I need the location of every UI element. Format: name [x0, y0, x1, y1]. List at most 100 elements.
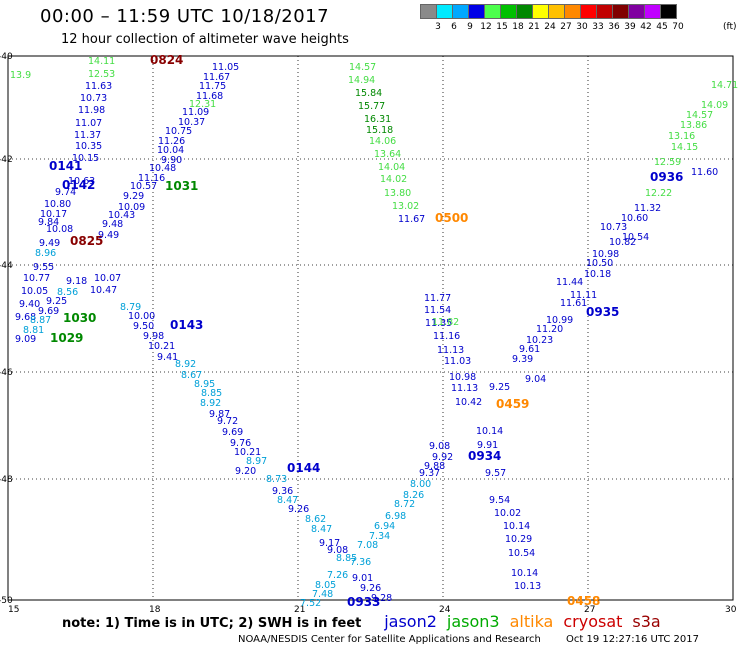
scale-label: 33 [592, 22, 604, 32]
wave-height-value: 9.50 [133, 321, 154, 332]
wave-height-value: 10.54 [622, 232, 649, 243]
wave-height-value: 9.18 [66, 276, 87, 287]
lon-label: 30 [725, 605, 737, 615]
wave-height-value: 8.47 [277, 495, 298, 506]
wave-height-value: 9.74 [55, 187, 76, 198]
track-time-label: 0500 [435, 211, 468, 225]
wave-height-value: 8.26 [403, 490, 424, 501]
wave-height-value: 8.05 [315, 580, 336, 591]
track-time-label: 1030 [63, 311, 96, 325]
wave-height-value: 10.09 [118, 202, 145, 213]
wave-height-value: 8.62 [305, 514, 326, 525]
track-time-label: 0825 [70, 234, 103, 248]
scale-label: 45 [656, 22, 668, 32]
scale-label: 36 [608, 22, 620, 32]
wave-height-value: 10.63 [68, 176, 95, 187]
wave-height-value: 10.82 [609, 237, 636, 248]
wave-height-value: 8.79 [120, 302, 141, 313]
track-time-label: 0824 [150, 53, 183, 67]
wave-height-value: 11.03 [444, 356, 471, 367]
wave-height-value: 15.18 [366, 125, 393, 136]
wave-height-value: 12.53 [88, 69, 115, 80]
wave-height-value: 8.97 [246, 456, 267, 467]
wave-height-value: 11.63 [85, 81, 112, 92]
wave-height-value: 9.54 [489, 495, 510, 506]
wave-height-value: 7.26 [327, 570, 348, 581]
wave-height-value: 9.49 [39, 238, 60, 249]
wave-height-value: 9.48 [102, 219, 123, 230]
wave-height-value: 8.85 [336, 553, 357, 564]
scale-label: 18 [512, 22, 524, 32]
scale-label: 24 [544, 22, 556, 32]
footer: NOAA/NESDIS Center for Satellite Applica… [238, 634, 721, 645]
wave-height-value: 11.61 [560, 298, 587, 309]
wave-height-value: 9.20 [235, 466, 256, 477]
wave-height-value: 9.41 [157, 352, 178, 363]
wave-height-value: 10.37 [178, 117, 205, 128]
lat-label: -48 [0, 475, 13, 485]
wave-height-value: 9.61 [519, 344, 540, 355]
scale-label: 12 [480, 22, 492, 32]
wave-height-value: 10.21 [234, 447, 261, 458]
wave-height-value: 11.11 [570, 290, 597, 301]
wave-height-value: 10.14 [476, 426, 503, 437]
scale-label: 70 [672, 22, 684, 32]
wave-height-value: 11.05 [212, 62, 239, 73]
wave-height-value: 10.29 [505, 534, 532, 545]
wave-height-value: 9.26 [288, 504, 309, 515]
track-time-label: 1031 [165, 179, 198, 193]
legend-s3a: s3a [632, 612, 661, 631]
wave-height-value: 10.54 [508, 548, 535, 559]
wave-height-value: 6.94 [374, 521, 395, 532]
scale-label: 6 [451, 22, 457, 32]
wave-height-value: 16.31 [364, 114, 391, 125]
wave-height-value: 14.06 [369, 136, 396, 147]
wave-height-value: 15.84 [355, 88, 382, 99]
track-time-label: 0143 [170, 318, 203, 332]
wave-height-value: 10.99 [546, 315, 573, 326]
track-time-label: 0144 [287, 461, 320, 475]
legend-jason2: jason2 [384, 612, 437, 631]
legend-jason3: jason3 [446, 612, 500, 631]
wave-height-value: 9.09 [15, 334, 36, 345]
wave-height-value: 6.98 [385, 511, 406, 522]
satellite-legend: jason2 jason3 altika cryosat s3a [384, 612, 671, 631]
wave-height-value: 9.28 [371, 593, 392, 604]
wave-height-value: 9.17 [319, 538, 340, 549]
wave-height-value: 13.16 [668, 131, 695, 142]
lon-label: 21 [294, 605, 305, 615]
wave-height-value: 8.95 [194, 379, 215, 390]
map-title: 00:00 – 11:59 UTC 10/18/2017 [40, 6, 330, 27]
scale-label: 21 [528, 22, 540, 32]
wave-height-value: 10.05 [21, 286, 48, 297]
wave-height-value: 8.73 [266, 474, 287, 485]
wave-height-value: 8.56 [57, 287, 78, 298]
wave-height-value: 9.90 [161, 155, 182, 166]
wave-height-value: 11.09 [182, 107, 209, 118]
lat-label: -40 [0, 52, 13, 62]
wave-height-value: 10.14 [511, 568, 538, 579]
wave-height-value: 9.87 [209, 409, 230, 420]
wave-height-value: 11.75 [199, 81, 226, 92]
wave-height-value: 11.60 [691, 167, 718, 178]
wave-height-value: 8.81 [23, 325, 44, 336]
wave-height-value: 11.44 [556, 277, 583, 288]
wave-height-value: 14.57 [686, 110, 713, 121]
wave-height-value: 10.23 [526, 335, 553, 346]
wave-height-value: 14.02 [380, 174, 407, 185]
scale-unit-label: (ft) [723, 22, 737, 32]
lon-label: 15 [8, 605, 19, 615]
wave-height-value: 8.92 [200, 398, 221, 409]
wave-height-value: 9.04 [525, 374, 546, 385]
scale-label: 39 [624, 22, 636, 32]
wave-height-value: 9.69 [222, 427, 243, 438]
legend-note: note: 1) Time is in UTC; 2) SWH is in fe… [62, 616, 362, 631]
wave-height-value: 10.43 [108, 210, 135, 221]
wave-height-value: 9.40 [19, 299, 40, 310]
wave-height-value: 10.60 [621, 213, 648, 224]
track-time-label: 0934 [468, 449, 501, 463]
wave-height-value: 9.37 [419, 468, 440, 479]
wave-height-value: 10.35 [75, 141, 102, 152]
wave-height-value: 9.26 [360, 583, 381, 594]
wave-height-value: 10.07 [94, 273, 121, 284]
